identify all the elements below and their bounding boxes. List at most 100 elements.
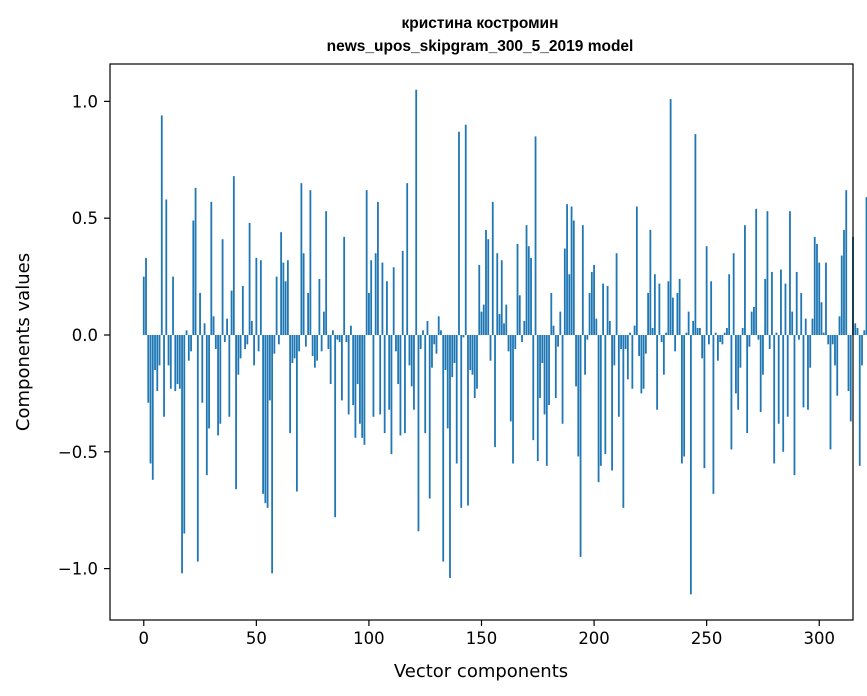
bar-78 [318, 278, 321, 335]
bar-300 [818, 262, 821, 335]
bar-152 [485, 229, 487, 335]
plot-area-frame [109, 63, 854, 621]
bar-321 [865, 197, 867, 335]
bar-274 [759, 334, 762, 413]
bar-217 [631, 334, 634, 389]
bar-162 [507, 334, 510, 352]
bar-243 [689, 334, 692, 595]
bar-265 [739, 334, 742, 368]
bar-151 [482, 304, 485, 335]
bar-139 [455, 334, 458, 464]
bar-133 [442, 334, 445, 562]
bar-308 [836, 334, 839, 396]
bar-99 [365, 190, 368, 335]
bar-180 [548, 334, 550, 406]
bar-120 [413, 334, 415, 410]
bar-251 [708, 334, 710, 345]
bar-41 [235, 334, 237, 490]
bar-87 [338, 334, 341, 342]
bar-64 [286, 260, 289, 335]
bar-193 [577, 334, 580, 457]
bar-186 [561, 334, 564, 424]
bar-190 [570, 206, 573, 335]
bar-258 [723, 332, 726, 335]
bar-155 [491, 201, 494, 335]
bar-65 [289, 334, 292, 434]
bar-39 [230, 290, 233, 335]
bar-154 [489, 334, 492, 361]
bar-172 [530, 257, 532, 335]
bar-301 [820, 302, 823, 335]
bar-31 [212, 316, 215, 335]
bar-279 [771, 271, 773, 335]
bar-212 [620, 334, 622, 350]
bar-293 [802, 334, 805, 408]
bar-2 [147, 334, 150, 403]
bar-177 [541, 334, 544, 364]
bar-79 [320, 334, 323, 352]
bar-55 [266, 334, 269, 508]
bar-61 [280, 232, 283, 335]
bar-137 [451, 334, 454, 378]
bar-132 [440, 330, 442, 335]
bar-112 [395, 334, 397, 352]
bar-280 [773, 334, 776, 464]
bar-263 [735, 334, 737, 394]
bar-311 [843, 229, 845, 335]
bar-231 [662, 334, 665, 375]
bar-206 [606, 285, 609, 335]
bar-201 [595, 318, 598, 335]
bar-270 [750, 311, 753, 335]
bar-91 [347, 334, 350, 415]
bar-267 [744, 225, 746, 335]
bar-22 [192, 220, 195, 335]
bar-11 [167, 334, 170, 366]
bar-100 [368, 292, 370, 335]
bar-320 [863, 330, 866, 335]
bar-109 [388, 334, 391, 410]
bar-272 [755, 208, 758, 335]
bar-92 [350, 325, 352, 335]
bar-285 [784, 283, 787, 335]
bar-160 [503, 323, 505, 335]
bar-241 [685, 332, 688, 335]
bar-23 [194, 187, 197, 335]
bar-1 [145, 257, 147, 335]
bar-16 [178, 334, 181, 389]
bar-96 [359, 334, 361, 424]
bar-42 [237, 334, 240, 375]
bar-229 [658, 283, 661, 335]
bar-303 [825, 262, 827, 335]
bar-181 [550, 292, 553, 335]
bar-305 [829, 334, 832, 450]
bar-227 [653, 274, 656, 335]
bar-296 [809, 334, 812, 368]
bar-36 [223, 334, 226, 342]
bar-239 [680, 334, 683, 464]
bar-58 [273, 334, 276, 354]
bar-113 [397, 334, 400, 385]
bar-254 [714, 332, 717, 335]
bar-197 [586, 334, 589, 340]
bar-153 [487, 239, 490, 335]
bar-163 [509, 334, 512, 422]
bar-182 [552, 325, 555, 335]
bar-17 [181, 334, 183, 574]
bar-150 [480, 311, 483, 335]
bar-49 [253, 334, 255, 366]
bar-94 [354, 334, 357, 438]
bar-15 [176, 334, 179, 385]
bar-101 [370, 260, 373, 335]
bar-249 [703, 334, 706, 469]
bar-256 [719, 334, 722, 342]
bar-277 [766, 211, 769, 335]
bar-9 [163, 334, 165, 417]
bar-106 [381, 262, 384, 335]
bar-60 [277, 334, 280, 345]
bar-306 [831, 334, 834, 345]
bar-50 [255, 257, 258, 335]
bar-81 [325, 211, 328, 335]
bar-228 [656, 334, 659, 410]
bar-37 [226, 318, 228, 335]
bar-47 [248, 222, 251, 335]
